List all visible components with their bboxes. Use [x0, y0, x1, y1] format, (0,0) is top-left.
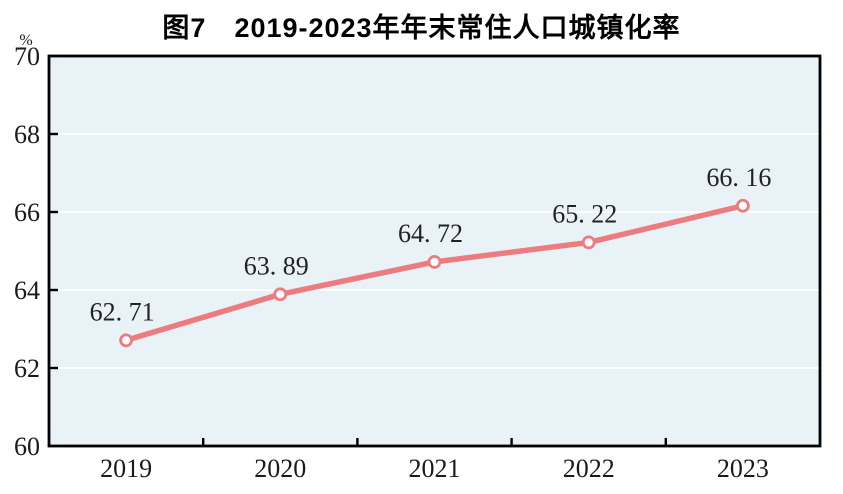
x-tick-label: 2021: [409, 454, 461, 483]
x-tick-label: 2019: [100, 454, 152, 483]
data-label: 63. 89: [244, 251, 309, 280]
x-tick-label: 2022: [563, 454, 615, 483]
data-point: [736, 198, 750, 213]
x-tick-label: 2023: [717, 454, 769, 483]
data-point: [273, 287, 288, 302]
x-tick-label: 2020: [254, 454, 306, 483]
plot-border: [47, 54, 822, 448]
y-tick-label: 68: [14, 120, 40, 149]
y-tick-label: 66: [14, 198, 40, 227]
data-point: [119, 333, 133, 348]
y-axis-unit-label: %: [19, 32, 32, 49]
chart-title: 图7 2019-2023年年末常住人口城镇化率: [162, 13, 681, 43]
y-tick-label: 64: [14, 276, 40, 305]
plot-area: [49, 56, 820, 446]
y-tick-label: 60: [14, 432, 40, 461]
data-point: [581, 235, 596, 250]
data-label: 66. 16: [706, 163, 771, 192]
y-tick-label: 62: [14, 354, 40, 383]
data-label: 64. 72: [398, 219, 463, 248]
data-point: [427, 255, 442, 269]
data-label: 65. 22: [552, 199, 617, 228]
data-label: 62. 71: [90, 297, 155, 326]
y-tick-label: 70: [14, 42, 40, 71]
